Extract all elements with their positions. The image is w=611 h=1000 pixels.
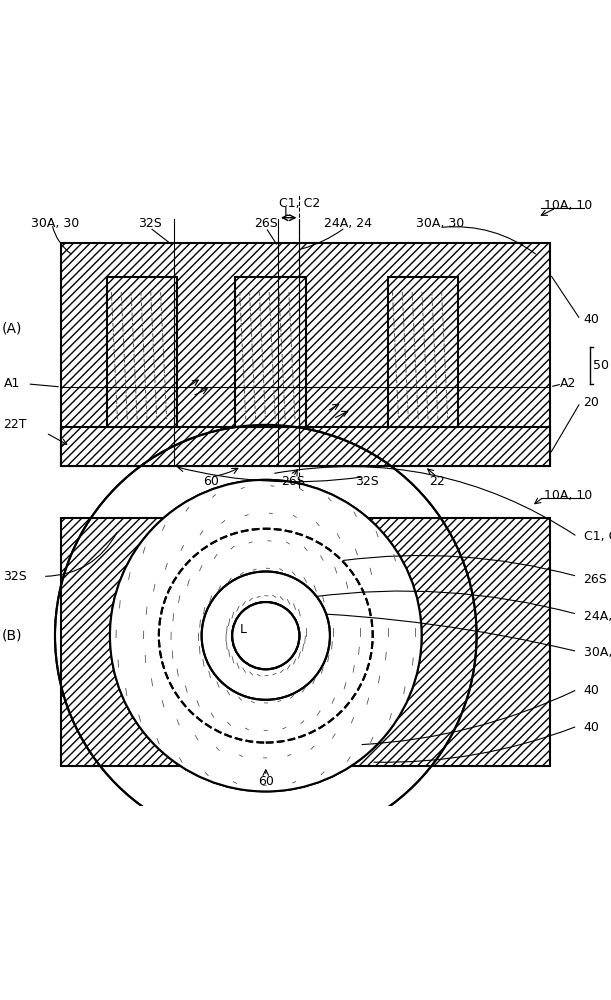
Circle shape bbox=[232, 602, 299, 669]
Text: 32S: 32S bbox=[355, 475, 378, 488]
Text: A1: A1 bbox=[4, 377, 20, 390]
Text: 32S: 32S bbox=[138, 217, 161, 230]
Text: 22T: 22T bbox=[4, 418, 27, 431]
Text: 24A, 24: 24A, 24 bbox=[324, 217, 372, 230]
Text: 26S: 26S bbox=[254, 217, 277, 230]
Circle shape bbox=[110, 480, 422, 791]
Bar bbox=[235, 277, 306, 427]
Text: 40: 40 bbox=[584, 313, 599, 326]
Bar bbox=[61, 427, 550, 466]
Text: C1, C2: C1, C2 bbox=[584, 530, 611, 543]
Text: 10A, 10: 10A, 10 bbox=[544, 199, 592, 212]
Text: C1, C2: C1, C2 bbox=[279, 197, 320, 210]
Text: L: L bbox=[240, 623, 247, 636]
Text: (B): (B) bbox=[2, 629, 23, 643]
Text: 26S: 26S bbox=[282, 475, 305, 488]
Text: 60: 60 bbox=[203, 475, 219, 488]
Circle shape bbox=[202, 571, 330, 700]
Text: 22: 22 bbox=[429, 475, 445, 488]
Circle shape bbox=[159, 529, 373, 743]
Text: 26S: 26S bbox=[584, 573, 607, 586]
Text: 30A, 30: 30A, 30 bbox=[416, 217, 464, 230]
Circle shape bbox=[110, 480, 422, 791]
Text: (A): (A) bbox=[2, 322, 23, 336]
Text: 10A, 10: 10A, 10 bbox=[544, 489, 592, 502]
Text: 40: 40 bbox=[584, 684, 599, 697]
Text: 24A, 24: 24A, 24 bbox=[584, 610, 611, 623]
Circle shape bbox=[232, 602, 299, 669]
Text: L: L bbox=[284, 206, 291, 219]
Text: 20: 20 bbox=[584, 396, 599, 409]
Bar bbox=[61, 518, 550, 766]
Text: 30A, 30: 30A, 30 bbox=[584, 646, 611, 659]
Text: 32S: 32S bbox=[4, 570, 27, 583]
Text: 30A, 30: 30A, 30 bbox=[31, 217, 79, 230]
Bar bbox=[107, 277, 177, 427]
Text: A2: A2 bbox=[560, 377, 576, 390]
Text: 40: 40 bbox=[584, 721, 599, 734]
Text: 60: 60 bbox=[258, 775, 274, 788]
Text: 50: 50 bbox=[593, 359, 609, 372]
Bar bbox=[61, 243, 550, 466]
Bar bbox=[388, 277, 458, 427]
